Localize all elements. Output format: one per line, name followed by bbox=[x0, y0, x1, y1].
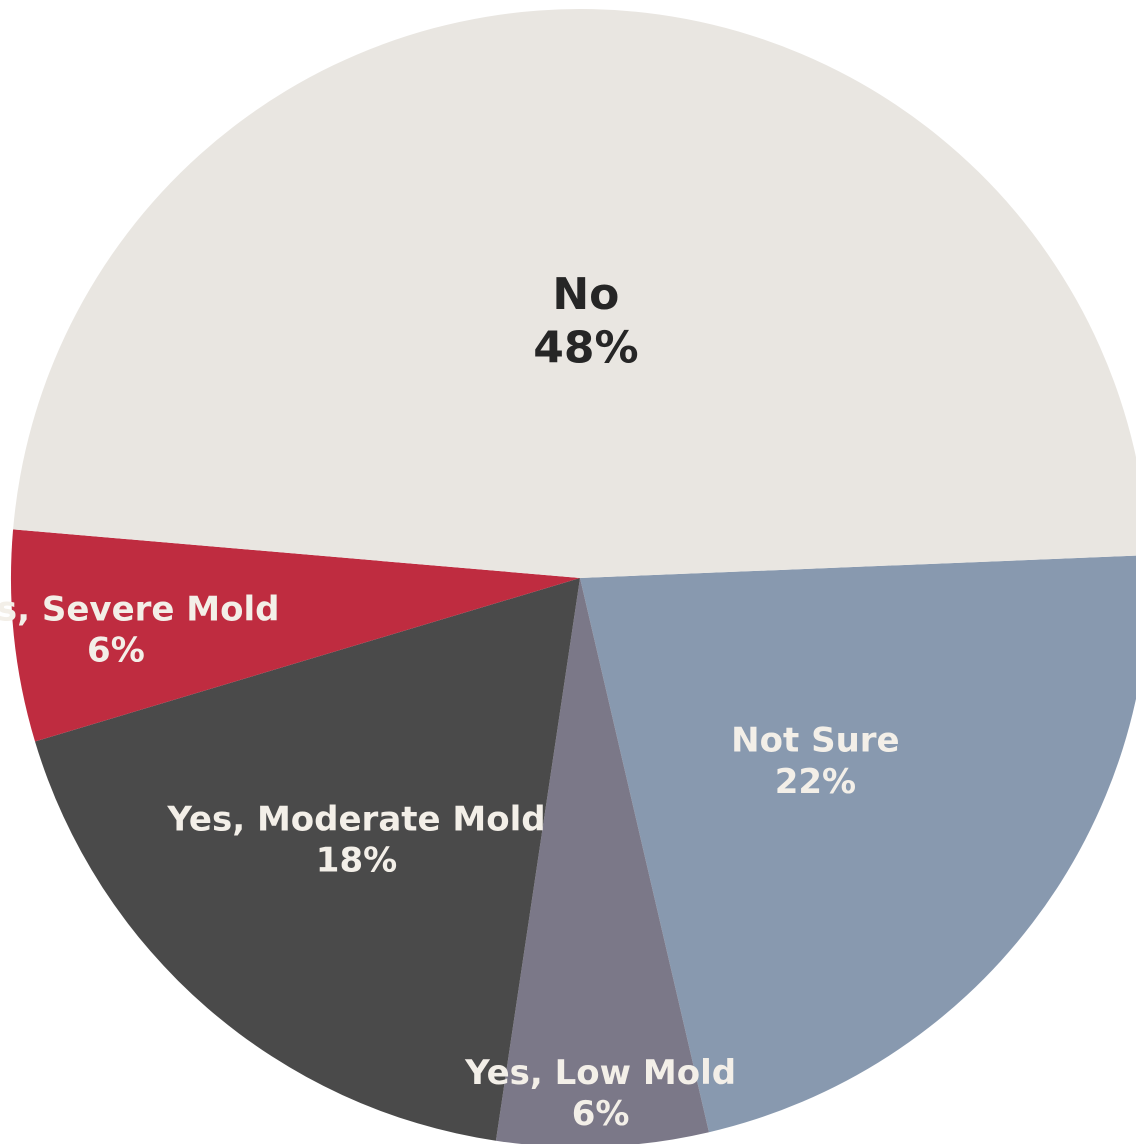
slice-value-yes-moderate-mold: 18% bbox=[316, 841, 397, 881]
pie-slices bbox=[11, 9, 1136, 1144]
slice-value-not-sure: 22% bbox=[775, 762, 856, 802]
slice-label-yes-low-mold: Yes, Low Mold bbox=[464, 1053, 736, 1093]
slice-label-yes-moderate-mold: Yes, Moderate Mold bbox=[166, 799, 545, 839]
pie-slice-yes-low-mold bbox=[495, 578, 709, 1144]
slice-value-no: 48% bbox=[533, 322, 638, 373]
slice-value-yes-low-mold: 6% bbox=[572, 1094, 630, 1134]
slice-value-yes-severe-mold: 6% bbox=[87, 631, 145, 671]
pie-slice-yes-severe-mold bbox=[11, 529, 581, 742]
pie-slice-no bbox=[13, 9, 1136, 578]
pie-slice-not-sure bbox=[580, 555, 1136, 1133]
slice-label-yes-severe-mold: Yes, Severe Mold bbox=[0, 589, 279, 629]
pie-slice-yes-moderate-mold bbox=[35, 578, 580, 1141]
slice-label-no: No bbox=[552, 269, 619, 320]
slice-label-not-sure: Not Sure bbox=[731, 721, 899, 761]
